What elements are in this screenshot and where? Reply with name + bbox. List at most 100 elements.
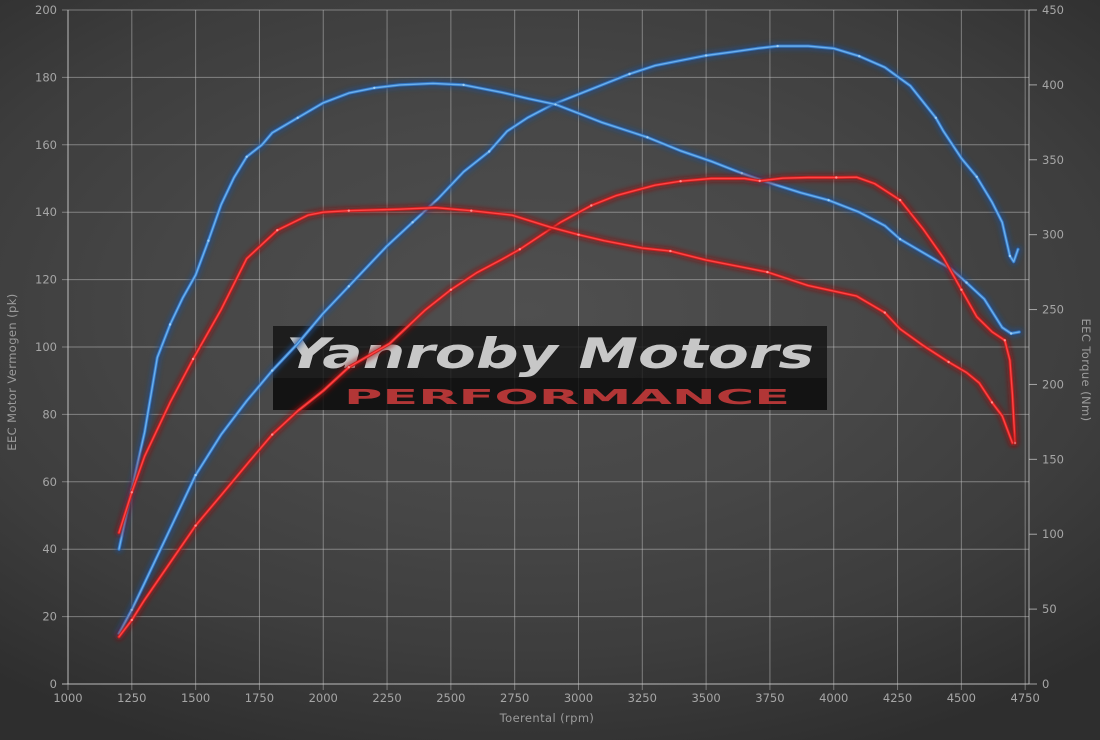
x-tick-label: 3000 <box>564 691 593 705</box>
x-tick-label: 4500 <box>947 691 976 705</box>
blue-torque-marker <box>296 116 299 120</box>
red-power-marker <box>1003 339 1006 342</box>
y-right-tick-label: 150 <box>1042 452 1064 466</box>
red-power-marker <box>518 248 521 251</box>
y-left-tick-label: 0 <box>50 677 57 691</box>
red-torque-marker <box>191 357 195 361</box>
blue-power-marker <box>347 285 350 288</box>
y-right-tick-label: 350 <box>1042 153 1064 167</box>
blue-torque-marker <box>462 83 465 87</box>
x-tick-label: 2750 <box>500 691 529 705</box>
watermark-box-bottom <box>273 378 827 410</box>
red-torque-marker <box>990 401 994 404</box>
y-right-tick-label: 100 <box>1042 527 1064 541</box>
gridlines <box>62 9 1029 690</box>
x-tick-label: 1000 <box>53 691 82 705</box>
x-tick-label: 2000 <box>309 691 338 705</box>
red-torque-marker <box>470 209 473 212</box>
red-torque-marker <box>947 360 950 364</box>
blue-torque-marker <box>740 172 743 175</box>
y-left-tick-label: 20 <box>42 610 57 624</box>
red-torque-marker <box>577 233 580 236</box>
blue-torque-core <box>118 82 1020 550</box>
blue-torque-marker <box>373 86 376 90</box>
curves <box>115 42 1024 641</box>
y-left-tick-label: 180 <box>35 70 57 84</box>
blue-power-marker <box>628 72 631 76</box>
red-power-marker <box>130 618 133 622</box>
blue-power-marker <box>934 116 937 120</box>
blue-torque-marker <box>646 136 649 139</box>
red-torque-marker <box>766 270 769 274</box>
red-power-marker <box>898 198 902 202</box>
watermark-box-top <box>273 326 827 378</box>
blue-torque-marker <box>207 239 210 242</box>
y-left-tick-label: 40 <box>42 542 57 556</box>
y-left-axis-title: EEC Motor Vermogen (pk) <box>5 293 19 450</box>
y-right-tick-label: 50 <box>1042 602 1057 616</box>
x-tick-label: 3500 <box>691 691 720 705</box>
y-right-tick-label: 400 <box>1042 78 1064 92</box>
blue-torque-marker <box>1009 332 1013 335</box>
axes <box>62 9 1037 685</box>
x-tick-label: 1750 <box>245 691 274 705</box>
x-tick-label: 4000 <box>819 691 848 705</box>
blue-power-marker <box>488 150 491 153</box>
red-power-core <box>118 176 1016 638</box>
red-power-marker <box>679 180 682 183</box>
red-torque-marker <box>347 209 350 212</box>
blue-power-marker <box>858 55 861 58</box>
blue-torque-marker <box>827 199 830 202</box>
blue-torque-curve <box>115 79 1024 553</box>
blue-torque-marker <box>965 281 968 284</box>
y-right-tick-label: 250 <box>1042 303 1064 317</box>
y-left-tick-label: 60 <box>42 475 57 489</box>
x-tick-label: 3750 <box>755 691 784 705</box>
blue-power-marker <box>130 608 133 612</box>
red-power-marker <box>449 288 453 291</box>
watermark: Yanroby Motors PERFORMANCE <box>273 326 827 410</box>
y-right-tick-label: 450 <box>1042 3 1064 17</box>
y-right-tick-label: 300 <box>1042 228 1064 242</box>
x-tick-label: 2250 <box>372 691 401 705</box>
y-left-tick-label: 200 <box>35 3 57 17</box>
red-power-marker <box>590 204 593 207</box>
y-right-axis-title: EEC Torque (Nm) <box>1079 319 1093 422</box>
red-torque-marker <box>883 311 886 314</box>
red-power-marker <box>960 288 963 291</box>
x-tick-label: 2500 <box>436 691 465 705</box>
red-torque-curve <box>115 203 1017 537</box>
blue-power-marker <box>411 221 414 224</box>
red-power-curve <box>115 173 1019 641</box>
blue-torque-marker <box>554 103 557 106</box>
y-left-tick-label: 160 <box>35 138 57 152</box>
blue-torque-marker <box>168 323 172 326</box>
blue-torque-marker <box>245 155 248 158</box>
blue-power-marker <box>194 473 197 477</box>
blue-power-marker <box>271 369 274 372</box>
red-torque-marker <box>669 249 672 253</box>
x-tick-label: 4250 <box>883 691 912 705</box>
y-left-tick-label: 120 <box>35 273 57 287</box>
x-tick-label: 1500 <box>181 691 210 705</box>
blue-power-marker <box>1008 254 1012 258</box>
red-power-marker <box>835 176 838 179</box>
red-torque-marker <box>276 229 279 232</box>
tick-labels: 1000 1250 1500 1750 2000 2250 2500 2750 3000 3250… <box>35 3 1064 705</box>
watermark-subtitle: PERFORMANCE <box>344 385 790 409</box>
y-left-tick-label: 140 <box>35 205 57 219</box>
blue-power-marker <box>776 44 779 48</box>
y-left-tick-label: 80 <box>42 407 57 421</box>
blue-torque-marker <box>898 238 902 241</box>
red-power-marker <box>271 433 274 436</box>
red-power-marker <box>758 179 761 183</box>
red-power-marker <box>347 366 350 369</box>
y-right-tick-label: 0 <box>1042 677 1049 691</box>
blue-power-marker <box>975 175 978 178</box>
blue-power-marker <box>704 54 708 57</box>
x-tick-label: 4750 <box>1011 691 1040 705</box>
y-right-tick-label: 200 <box>1042 377 1064 391</box>
red-torque-core <box>118 207 1014 534</box>
